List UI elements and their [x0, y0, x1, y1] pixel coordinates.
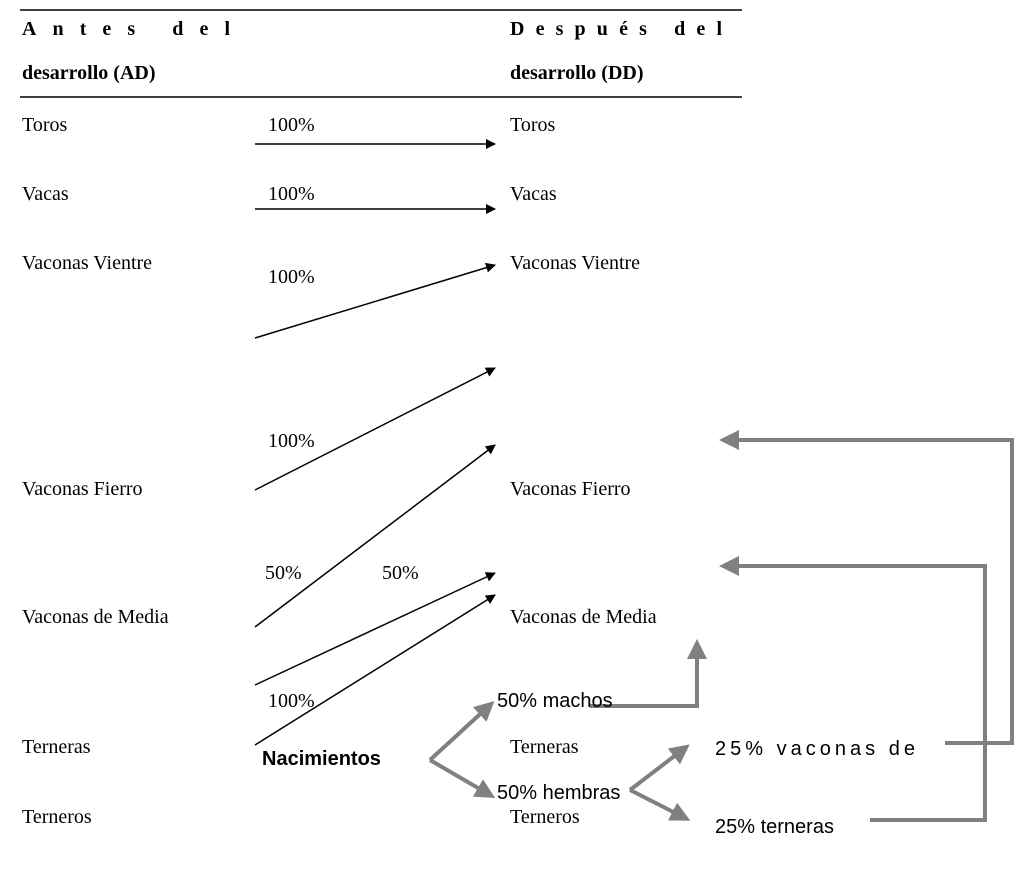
header: desarrollo (DD) — [510, 62, 644, 84]
arrow — [628, 744, 690, 792]
arrow — [254, 572, 496, 686]
arrow — [428, 700, 495, 762]
grey-arrows — [428, 430, 1014, 822]
right-label: Vacas — [510, 183, 557, 205]
right-label: Terneras — [510, 736, 579, 758]
arrow — [254, 594, 496, 746]
percentage: 100% — [268, 183, 315, 205]
births-text: 25% terneras — [715, 816, 834, 838]
left-label: Terneros — [22, 806, 92, 828]
right-label: Vaconas de Media — [510, 606, 657, 628]
percentage: 100% — [268, 430, 315, 452]
arrow — [590, 639, 707, 708]
births-label: Nacimientos — [262, 748, 381, 770]
header: desarrollo (AD) — [22, 62, 156, 84]
header: Después del — [510, 18, 722, 40]
right-label: Toros — [510, 114, 555, 136]
births-text: 25% vaconas de — [715, 738, 915, 760]
right-label: Vaconas Fierro — [510, 478, 631, 500]
right-label: Vaconas Vientre — [510, 252, 640, 274]
arrow — [629, 788, 691, 821]
arrow — [254, 262, 496, 339]
left-label: Vaconas de Media — [22, 606, 169, 628]
percentage: 100% — [268, 266, 315, 288]
header: Antes del — [22, 18, 230, 40]
left-label: Vaconas Fierro — [22, 478, 143, 500]
left-label: Toros — [22, 114, 67, 136]
arrow — [428, 758, 496, 799]
percentage: 50% — [265, 562, 302, 584]
left-label: Vaconas Vientre — [22, 252, 152, 274]
arrow — [254, 367, 496, 491]
arrow — [719, 430, 1014, 745]
left-label: Vacas — [22, 183, 69, 205]
births-text: 50% machos — [497, 690, 613, 712]
percentage: 50% — [382, 562, 419, 584]
percentage: 100% — [268, 690, 315, 712]
arrow — [719, 556, 987, 822]
percentage: 100% — [268, 114, 315, 136]
arrow — [254, 444, 496, 628]
black-arrows — [254, 139, 496, 746]
births-text: 50% hembras — [497, 782, 620, 804]
left-label: Terneras — [22, 736, 91, 758]
right-label: Terneros — [510, 806, 580, 828]
